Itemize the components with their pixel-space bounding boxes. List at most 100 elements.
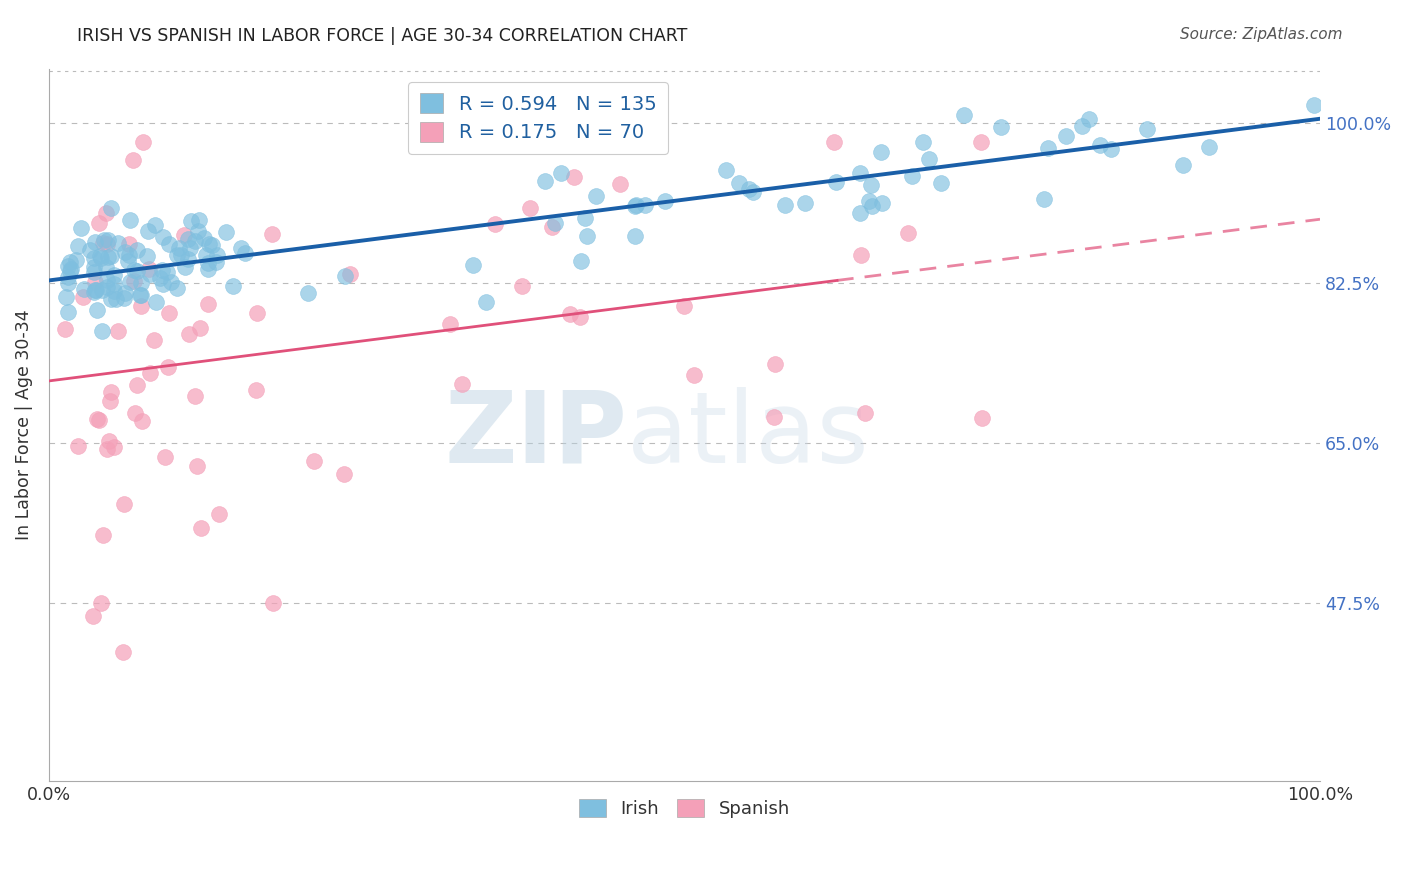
Point	[114, 286, 136, 301]
Text: IRISH VS SPANISH IN LABOR FORCE | AGE 30-34 CORRELATION CHART: IRISH VS SPANISH IN LABOR FORCE | AGE 30…	[77, 27, 688, 45]
Point	[574, 211, 596, 225]
Point	[97, 434, 120, 449]
Point	[197, 256, 219, 270]
Point	[91, 235, 114, 250]
Point	[461, 258, 484, 272]
Point	[215, 225, 238, 239]
Point	[763, 409, 786, 424]
Point	[107, 324, 129, 338]
Point	[849, 248, 872, 262]
Point	[129, 288, 152, 302]
Point	[67, 239, 90, 253]
Point	[124, 274, 146, 288]
Point	[654, 194, 676, 209]
Text: atlas: atlas	[627, 387, 869, 484]
Point	[246, 305, 269, 319]
Point	[825, 175, 848, 189]
Point	[138, 262, 160, 277]
Point	[1136, 121, 1159, 136]
Point	[70, 220, 93, 235]
Point	[177, 326, 200, 341]
Point	[624, 199, 647, 213]
Y-axis label: In Labor Force | Age 30-34: In Labor Force | Age 30-34	[15, 310, 32, 540]
Point	[58, 305, 80, 319]
Point	[96, 442, 118, 456]
Point	[100, 292, 122, 306]
Point	[558, 307, 581, 321]
Point	[624, 197, 647, 211]
Point	[823, 135, 845, 149]
Point	[90, 283, 112, 297]
Point	[793, 195, 815, 210]
Point	[59, 255, 82, 269]
Point	[860, 199, 883, 213]
Point	[1036, 141, 1059, 155]
Point	[1099, 142, 1122, 156]
Point	[136, 249, 159, 263]
Point	[72, 290, 94, 304]
Point	[297, 285, 319, 300]
Point	[150, 263, 173, 277]
Point	[262, 596, 284, 610]
Point	[541, 219, 564, 234]
Point	[302, 454, 325, 468]
Point	[117, 254, 139, 268]
Point	[231, 241, 253, 255]
Point	[339, 267, 361, 281]
Point	[742, 185, 765, 199]
Point	[100, 202, 122, 216]
Point	[245, 383, 267, 397]
Point	[149, 271, 172, 285]
Point	[166, 248, 188, 262]
Point	[65, 253, 87, 268]
Point	[124, 406, 146, 420]
Point	[633, 198, 655, 212]
Point	[738, 182, 761, 196]
Point	[1033, 193, 1056, 207]
Point	[132, 135, 155, 149]
Point	[233, 245, 256, 260]
Point	[90, 596, 112, 610]
Point	[918, 152, 941, 166]
Point	[1303, 98, 1326, 112]
Point	[89, 249, 111, 263]
Point	[929, 176, 952, 190]
Point	[100, 249, 122, 263]
Point	[169, 248, 191, 262]
Point	[139, 366, 162, 380]
Point	[177, 232, 200, 246]
Point	[155, 265, 177, 279]
Point	[129, 288, 152, 302]
Point	[73, 282, 96, 296]
Point	[870, 195, 893, 210]
Point	[190, 520, 212, 534]
Point	[152, 277, 174, 292]
Point	[683, 368, 706, 382]
Point	[763, 357, 786, 371]
Point	[131, 414, 153, 428]
Point	[84, 283, 107, 297]
Point	[83, 251, 105, 265]
Point	[103, 440, 125, 454]
Point	[848, 166, 870, 180]
Text: ZIP: ZIP	[444, 387, 627, 484]
Point	[534, 174, 557, 188]
Point	[98, 393, 121, 408]
Point	[91, 528, 114, 542]
Point	[82, 609, 104, 624]
Point	[139, 267, 162, 281]
Point	[152, 230, 174, 244]
Point	[451, 376, 474, 391]
Point	[333, 268, 356, 283]
Point	[87, 413, 110, 427]
Point	[970, 411, 993, 425]
Point	[569, 253, 592, 268]
Point	[1171, 158, 1194, 172]
Point	[142, 334, 165, 348]
Point	[727, 176, 749, 190]
Point	[184, 389, 207, 403]
Point	[569, 310, 592, 325]
Point	[1198, 140, 1220, 154]
Point	[157, 236, 180, 251]
Point	[58, 269, 80, 284]
